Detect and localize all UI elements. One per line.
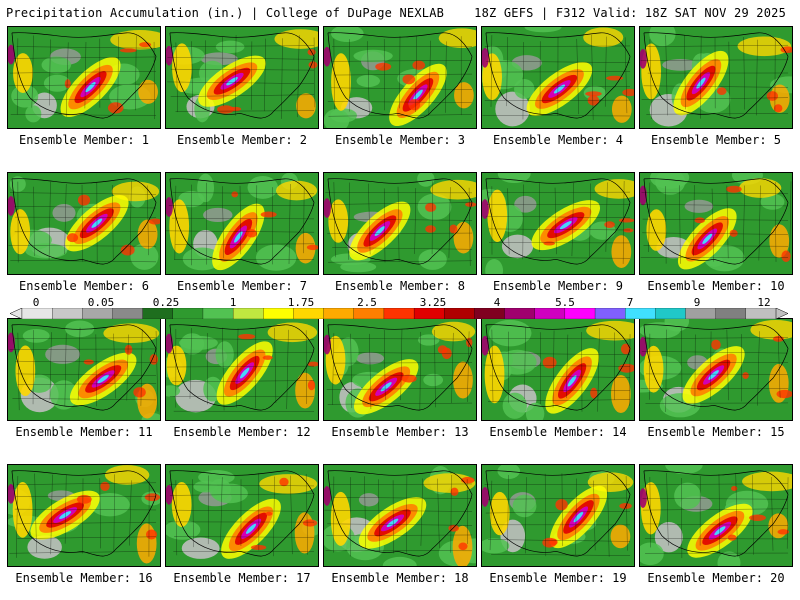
ensemble-member-label: Ensemble Member: 17 [173, 571, 311, 585]
ensemble-member-label: Ensemble Member: 19 [489, 571, 627, 585]
colorbar-tick-label: 0 [32, 296, 40, 309]
ensemble-member-label: Ensemble Member: 13 [331, 425, 469, 439]
ensemble-member-label: Ensemble Member: 14 [489, 425, 627, 439]
ensemble-map-panel [165, 26, 319, 129]
ensemble-map-panel [165, 464, 319, 567]
ensemble-map-panel [481, 464, 635, 567]
ensemble-member-label: Ensemble Member: 8 [334, 279, 466, 293]
ensemble-map-panel [7, 464, 161, 567]
colorbar-tick-label: 3.25 [419, 296, 447, 309]
ensemble-member-label: Ensemble Member: 3 [334, 133, 466, 147]
ensemble-member-label: Ensemble Member: 18 [331, 571, 469, 585]
colorbar-tick-label: 0.05 [87, 296, 115, 309]
colorbar-tick-label: 5.5 [555, 296, 575, 309]
ensemble-map-panel [165, 318, 319, 421]
ensemble-map-panel [7, 26, 161, 129]
ensemble-map-panel [481, 26, 635, 129]
ensemble-map-panel [639, 464, 793, 567]
ensemble-map-panel [323, 318, 477, 421]
ensemble-member-label: Ensemble Member: 16 [15, 571, 153, 585]
precip-colorbar [10, 308, 788, 319]
ensemble-map-panel [481, 172, 635, 275]
ensemble-map-panel [639, 172, 793, 275]
colorbar-tick-label: 4 [493, 296, 501, 309]
ensemble-map-panel [481, 318, 635, 421]
ensemble-map-panel [7, 318, 161, 421]
ensemble-member-label: Ensemble Member: 1 [18, 133, 150, 147]
ensemble-member-label: Ensemble Member: 15 [647, 425, 785, 439]
ensemble-member-label: Ensemble Member: 2 [176, 133, 308, 147]
colorbar-tick-label: 1.75 [287, 296, 315, 309]
ensemble-member-label: Ensemble Member: 20 [647, 571, 785, 585]
colorbar-tick-label: 1 [229, 296, 237, 309]
header-valid-time: 18Z GEFS | F312 Valid: 18Z SAT NOV 29 20… [474, 6, 786, 20]
ensemble-map-panel [639, 318, 793, 421]
ensemble-map-panel [639, 26, 793, 129]
ensemble-member-label: Ensemble Member: 7 [176, 279, 308, 293]
colorbar-tick-label: 12 [757, 296, 771, 309]
colorbar-tick-label: 2.5 [357, 296, 377, 309]
ensemble-member-label: Ensemble Member: 11 [15, 425, 153, 439]
header-title: Precipitation Accumulation (in.) | Colle… [6, 6, 445, 20]
ensemble-map-panel [323, 172, 477, 275]
ensemble-map-panel [323, 26, 477, 129]
ensemble-member-label: Ensemble Member: 4 [492, 133, 624, 147]
ensemble-map-panel [165, 172, 319, 275]
colorbar-tick-label: 0.25 [152, 296, 180, 309]
ensemble-member-label: Ensemble Member: 12 [173, 425, 311, 439]
ensemble-member-label: Ensemble Member: 9 [492, 279, 624, 293]
ensemble-member-label: Ensemble Member: 6 [18, 279, 150, 293]
ensemble-member-label: Ensemble Member: 10 [647, 279, 785, 293]
ensemble-map-panel [7, 172, 161, 275]
ensemble-map-panel [323, 464, 477, 567]
ensemble-member-label: Ensemble Member: 5 [650, 133, 782, 147]
colorbar-tick-label: 7 [626, 296, 634, 309]
colorbar-tick-label: 9 [693, 296, 701, 309]
